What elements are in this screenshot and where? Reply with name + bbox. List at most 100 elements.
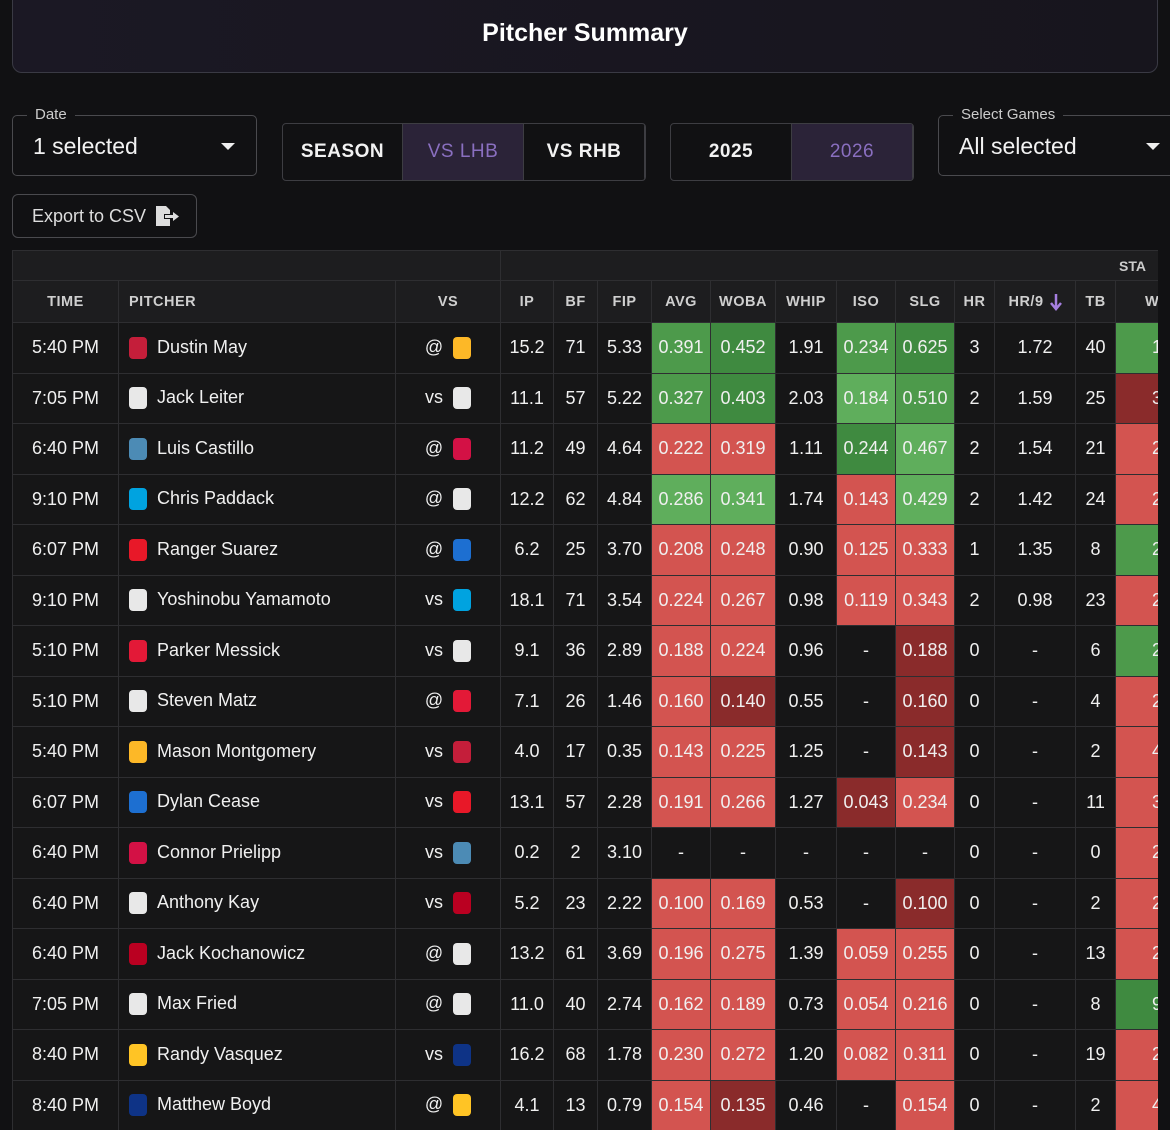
date-dropdown[interactable]: Date 1 selected [12,106,257,176]
team-logo [129,942,147,965]
tb-cell: 2 [1075,877,1117,929]
team-logo [129,791,147,814]
column-header[interactable]: SLG [895,280,956,323]
hr9-cell: - [994,675,1077,727]
column-header[interactable]: BF [553,280,599,323]
year-option[interactable]: 2026 [792,124,913,180]
avg-value: 0.143 [658,741,704,762]
fip-cell: 0.79 [597,1079,653,1130]
pitcher-row: 7:05 PM Jack Leiter vs 11.1 57 5.22 0.327 0.403… [12,372,1158,424]
bf-value: 68 [565,1044,586,1065]
fip-cell: 3.10 [597,827,653,879]
slg-value: 0.234 [902,791,948,812]
fip-value: 2.74 [606,993,643,1014]
whif-cell: 25. [1115,827,1158,879]
fip-cell: 3.70 [597,524,653,576]
opponent-logo [453,942,472,965]
woba-value: 0.225 [720,741,766,762]
pitcher-cell: Chris Paddack [118,473,396,525]
hr9-cell: 0.98 [994,574,1077,626]
time-value: 6:07 PM [31,539,100,560]
whif-value: 40. [1152,741,1158,761]
export-button[interactable]: Export to CSV [12,194,197,238]
whip-value: 0.73 [788,993,824,1014]
whif-value: 25. [1152,590,1158,610]
whip-value: 0.55 [788,690,824,711]
hr-cell: 0 [954,978,996,1030]
column-header[interactable]: HR/9 [994,280,1077,323]
avg-value: 0.327 [658,387,704,408]
tb-cell: 8 [1075,524,1117,576]
slg-cell: 0.234 [895,776,956,828]
hr9-value: - [1032,791,1039,812]
column-header[interactable]: ISO [836,280,897,323]
avg-value: 0.208 [658,539,704,560]
team-logo [129,1094,147,1117]
time-value: 6:07 PM [31,791,100,812]
tb-cell: 19 [1075,1029,1117,1081]
games-dropdown[interactable]: Select Games All selected [938,106,1170,176]
whip-cell: - [775,827,838,879]
whip-value: 1.27 [788,791,824,812]
column-header[interactable]: HR [954,280,996,323]
year-option[interactable]: 2025 [671,124,792,180]
avg-cell: 0.160 [651,675,712,727]
avg-value: 0.160 [658,690,704,711]
slg-value: 0.154 [902,1094,948,1115]
slg-value: 0.160 [902,690,948,711]
split-option[interactable]: VS LHB [403,124,524,180]
fip-cell: 1.46 [597,675,653,727]
venue: vs [425,841,443,862]
whif-value: 24. [1152,489,1158,509]
opponent-logo [453,1043,471,1066]
iso-value: 0.059 [843,943,889,964]
hr9-value: - [1032,640,1039,661]
time-value: 5:10 PM [31,690,100,711]
hr9-value: 0.98 [1017,589,1053,610]
slg-cell: 0.100 [895,877,956,929]
tb-value: 2 [1090,741,1101,762]
column-header[interactable]: TB [1075,280,1117,323]
vs-cell: @ [394,1079,502,1130]
column-header[interactable]: VS [394,280,502,323]
team-logo [129,690,147,713]
column-header[interactable]: WOBA [710,280,777,323]
column-header[interactable]: IP [500,280,555,323]
hr-value: 0 [969,1044,980,1065]
tb-value: 6 [1090,640,1101,661]
column-header[interactable]: WHIF [1115,280,1158,323]
time-value: 5:40 PM [31,337,100,358]
iso-value: - [863,1094,870,1115]
venue: vs [425,892,443,913]
opponent-logo [453,437,472,460]
woba-cell: 0.224 [710,625,777,677]
column-header[interactable]: TIME [12,280,119,323]
slg-cell: 0.510 [895,372,956,424]
time-value: 7:05 PM [31,387,100,408]
venue: vs [425,589,443,610]
ip-value: 15.2 [509,337,545,358]
whip-cell: 1.39 [775,928,838,980]
woba-value: 0.266 [720,791,766,812]
tb-cell: 40 [1075,322,1117,374]
column-header[interactable]: PITCHER [118,280,396,323]
vs-cell: @ [394,473,502,525]
tb-value: 2 [1090,892,1101,913]
venue: @ [424,1094,444,1115]
tb-value: 25 [1085,387,1106,408]
hr-cell: 0 [954,776,996,828]
pitcher-name: Steven Matz [157,690,258,711]
time-value: 5:40 PM [31,741,100,762]
avg-value: - [678,842,685,863]
column-header-text: TB [1085,293,1106,310]
hr9-value: - [1032,690,1039,711]
column-header[interactable]: WHIP [775,280,838,323]
column-header[interactable]: AVG [651,280,712,323]
bf-value: 13 [565,1094,586,1115]
split-option[interactable]: SEASON [283,124,403,180]
whip-cell: 0.96 [775,625,838,677]
avg-cell: 0.154 [651,1079,712,1130]
column-header[interactable]: FIP [597,280,653,323]
team-logo [129,387,147,410]
split-option[interactable]: VS RHB [524,124,645,180]
